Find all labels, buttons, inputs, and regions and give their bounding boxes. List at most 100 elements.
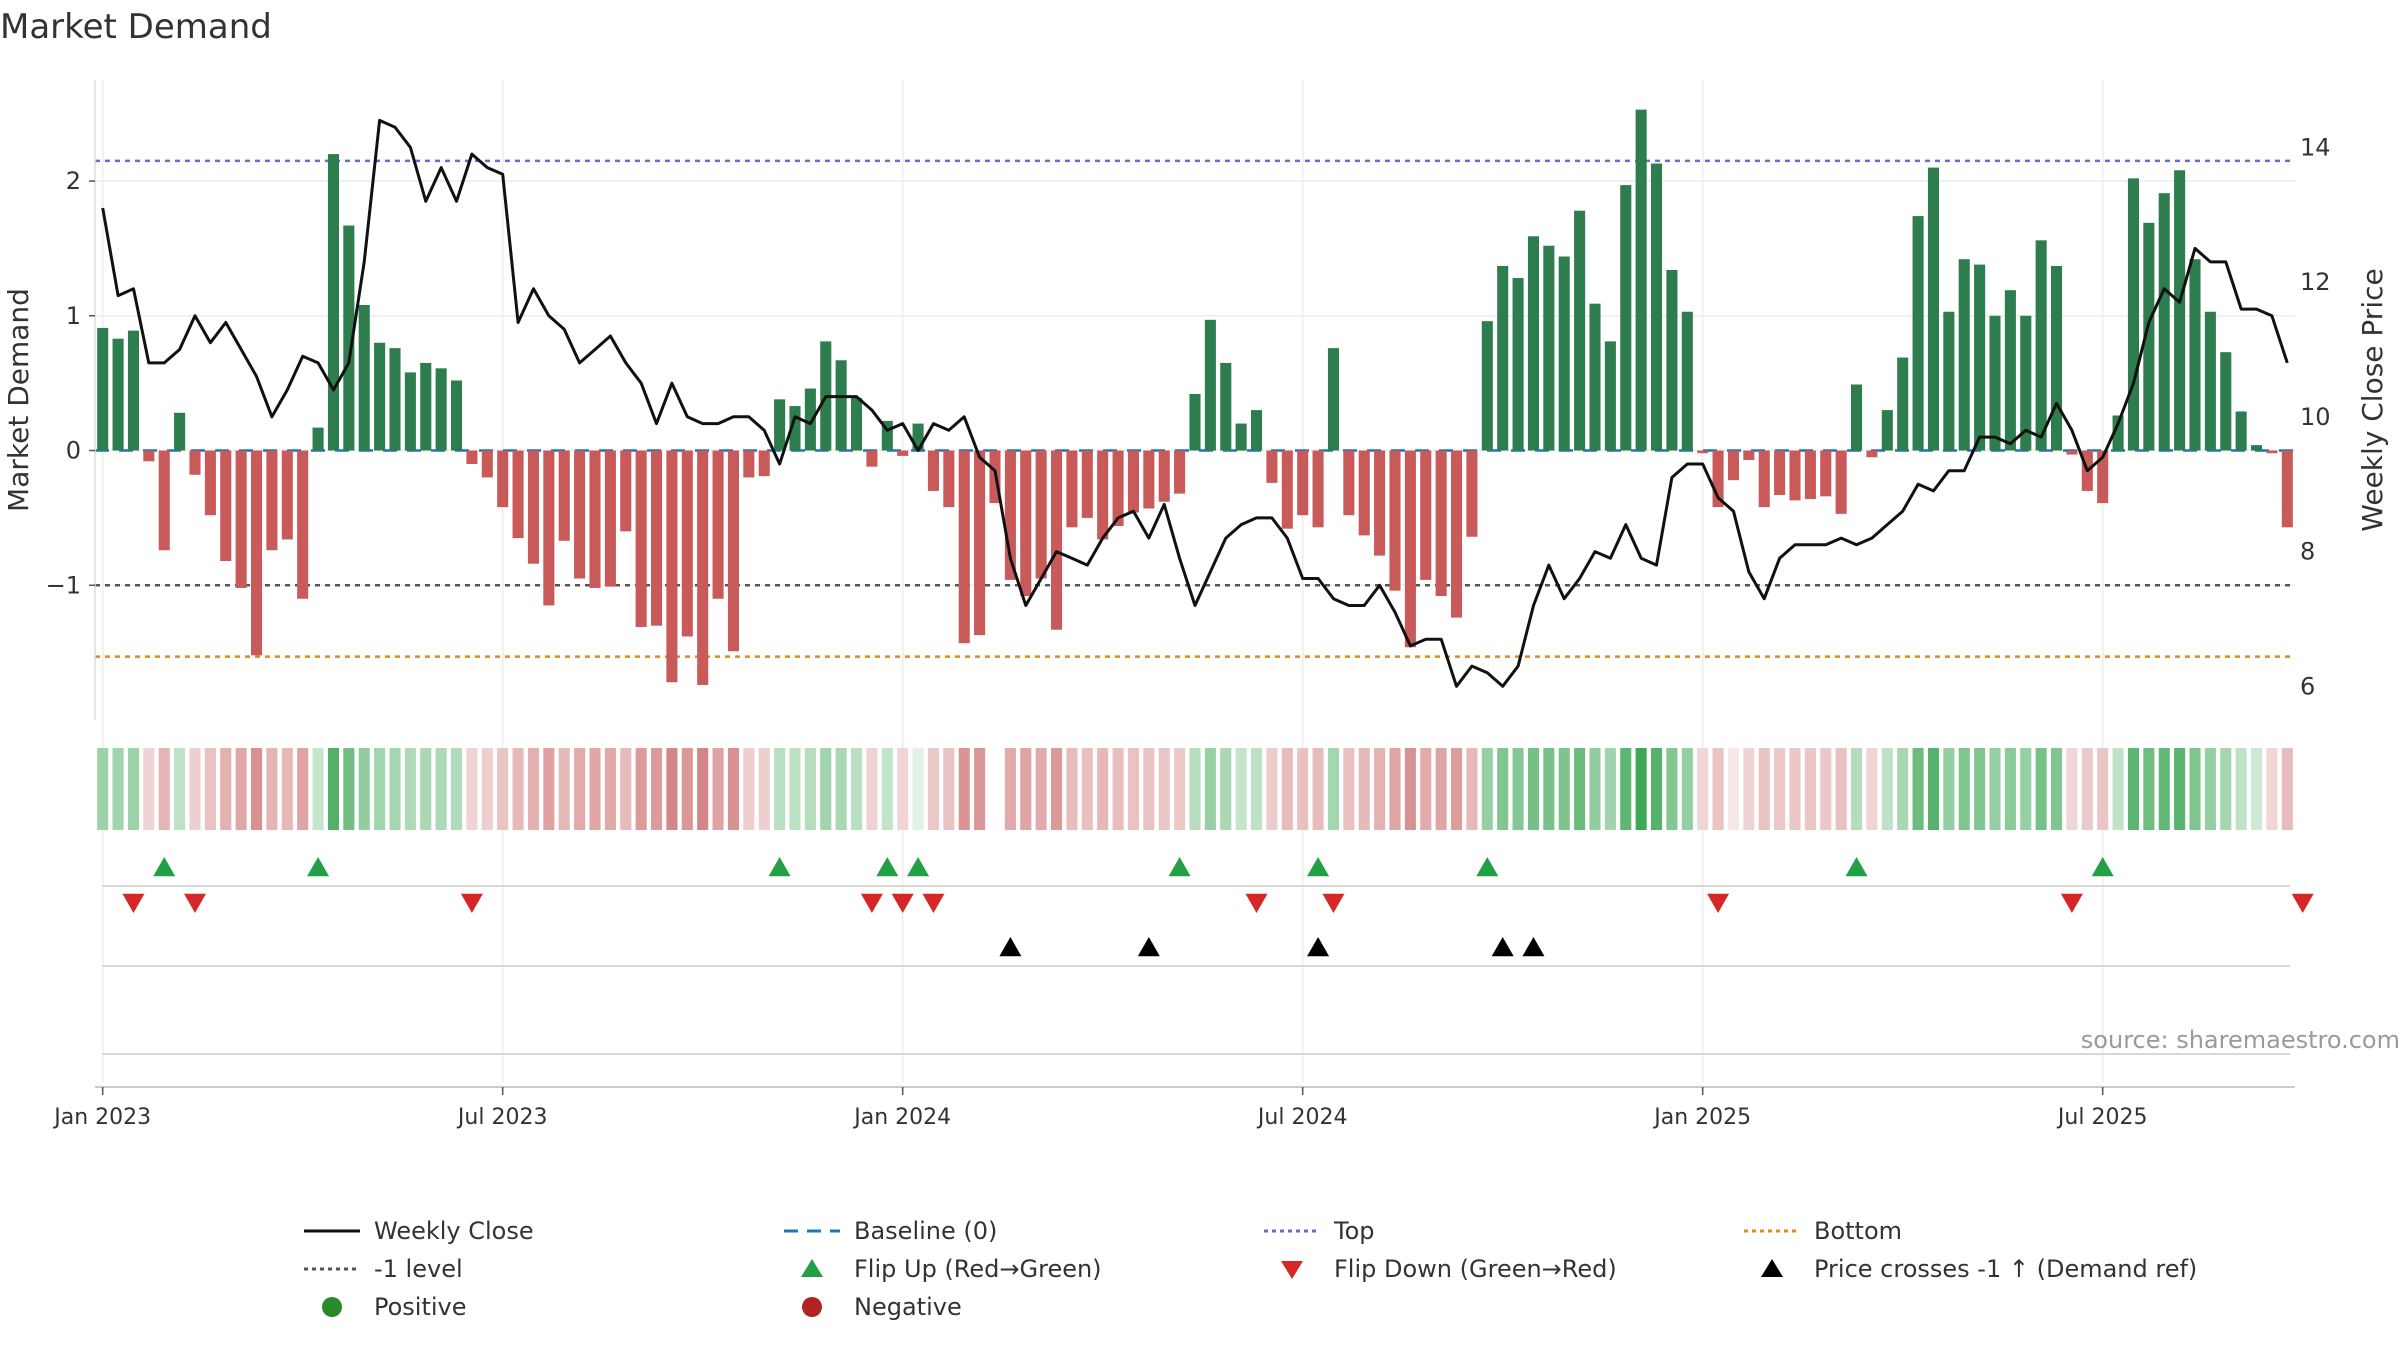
- heat-cell: [1204, 748, 1216, 830]
- legend-line-swatch: [304, 1229, 360, 1233]
- flip-up-marker: [153, 857, 176, 877]
- demand-bar: [1297, 450, 1309, 516]
- demand-bar: [358, 305, 370, 451]
- heat-cell: [1589, 748, 1601, 830]
- demand-heat-strip: [97, 748, 2293, 830]
- demand-bar: [1081, 450, 1093, 518]
- heat-cell: [266, 748, 278, 830]
- demand-bar: [1712, 450, 1724, 508]
- demand-bar: [1004, 450, 1016, 580]
- demand-bar: [143, 450, 155, 462]
- heat-cell: [435, 748, 447, 830]
- heat-cell: [758, 748, 770, 830]
- demand-bar: [1943, 311, 1955, 451]
- demand-bar: [512, 450, 524, 539]
- demand-bar: [1266, 450, 1278, 483]
- demand-bar: [2266, 450, 2278, 454]
- heat-cell: [1974, 748, 1986, 830]
- demand-bar: [2204, 311, 2216, 451]
- heat-cell: [97, 748, 109, 830]
- heat-cell: [1004, 748, 1016, 830]
- heat-cell: [1727, 748, 1739, 830]
- demand-bar: [1251, 410, 1263, 451]
- flip-up-marker: [1307, 857, 1330, 877]
- heat-cell: [2081, 748, 2093, 830]
- heat-cell: [2220, 748, 2232, 830]
- flip-down-marker: [2060, 893, 2083, 913]
- legend-positive: Positive: [300, 1288, 467, 1326]
- demand-bar: [1820, 450, 1832, 497]
- demand-bar: [666, 450, 678, 683]
- flip-up-marker: [1845, 857, 1868, 877]
- demand-bar: [897, 450, 909, 456]
- legend-dotted-swatch: [1744, 1229, 1800, 1233]
- close-price-series: [101, 118, 2289, 688]
- heat-cell: [374, 748, 386, 830]
- demand-bar: [1958, 259, 1970, 451]
- demand-bar: [1651, 163, 1663, 451]
- demand-bar: [712, 450, 724, 599]
- heat-cell: [1281, 748, 1293, 830]
- demand-bar: [1558, 256, 1570, 451]
- heat-cell: [2204, 748, 2216, 830]
- demand-bar: [1774, 450, 1786, 495]
- x-tick-label: Jul 2024: [1256, 1105, 1348, 1130]
- flip-down-marker: [1245, 893, 1268, 913]
- legend-top: Top: [1260, 1212, 1375, 1250]
- demand-bar: [312, 427, 324, 451]
- demand-bars: [97, 109, 2293, 685]
- heat-cell: [420, 748, 432, 830]
- demand-bar: [697, 450, 709, 685]
- demand-bar: [1281, 450, 1293, 529]
- heat-cell: [1020, 748, 1032, 830]
- demand-bar: [1020, 450, 1032, 597]
- heat-cell: [1681, 748, 1693, 830]
- legend-label: Weekly Close: [374, 1217, 534, 1245]
- legend-label: Bottom: [1814, 1217, 1903, 1245]
- demand-bar: [774, 399, 786, 451]
- legend-label: Price crosses -1 ↑ (Demand ref): [1814, 1255, 2198, 1283]
- heat-cell: [1927, 748, 1939, 830]
- demand-bar: [2112, 415, 2124, 451]
- flip-down-marker: [460, 893, 483, 913]
- demand-bar: [2035, 240, 2047, 451]
- demand-bar: [127, 330, 139, 451]
- demand-bar: [2158, 193, 2170, 451]
- demand-bar: [1374, 450, 1386, 556]
- heat-cell: [1358, 748, 1370, 830]
- heat-cell: [2174, 748, 2186, 830]
- y2-tick-label: 10: [2300, 403, 2331, 431]
- heat-cell: [389, 748, 401, 830]
- legend-label: Baseline (0): [854, 1217, 998, 1245]
- heat-cell: [1066, 748, 1078, 830]
- demand-bar: [2281, 450, 2293, 528]
- demand-bar: [189, 450, 201, 475]
- y2-axis-label: Weekly Close Price: [2356, 268, 2389, 531]
- legend-label: -1 level: [374, 1255, 463, 1283]
- demand-bar: [1189, 393, 1201, 451]
- heat-cell: [912, 748, 924, 830]
- demand-bar: [2066, 450, 2078, 455]
- flip-up-marker: [1476, 857, 1499, 877]
- demand-bar: [1897, 357, 1909, 451]
- demand-bar: [389, 348, 401, 451]
- heat-cell: [1804, 748, 1816, 830]
- demand-bar: [1758, 450, 1770, 508]
- demand-bar: [2020, 315, 2032, 451]
- demand-bar: [497, 450, 509, 508]
- heat-cell: [697, 748, 709, 830]
- heat-cell: [1158, 748, 1170, 830]
- weekly-close-line: [101, 118, 2289, 688]
- demand-bar: [958, 450, 970, 644]
- demand-bar: [651, 450, 663, 626]
- demand-bar: [1343, 450, 1355, 516]
- y-axis-label: Market Demand: [2, 288, 35, 512]
- demand-bar: [727, 450, 739, 652]
- demand-bar: [1389, 450, 1401, 591]
- source-attribution: source: sharemaestro.com: [2081, 1026, 2400, 1054]
- heat-cell: [1081, 748, 1093, 830]
- demand-bar: [758, 450, 770, 477]
- heat-cell: [651, 748, 663, 830]
- heat-cell: [2004, 748, 2016, 830]
